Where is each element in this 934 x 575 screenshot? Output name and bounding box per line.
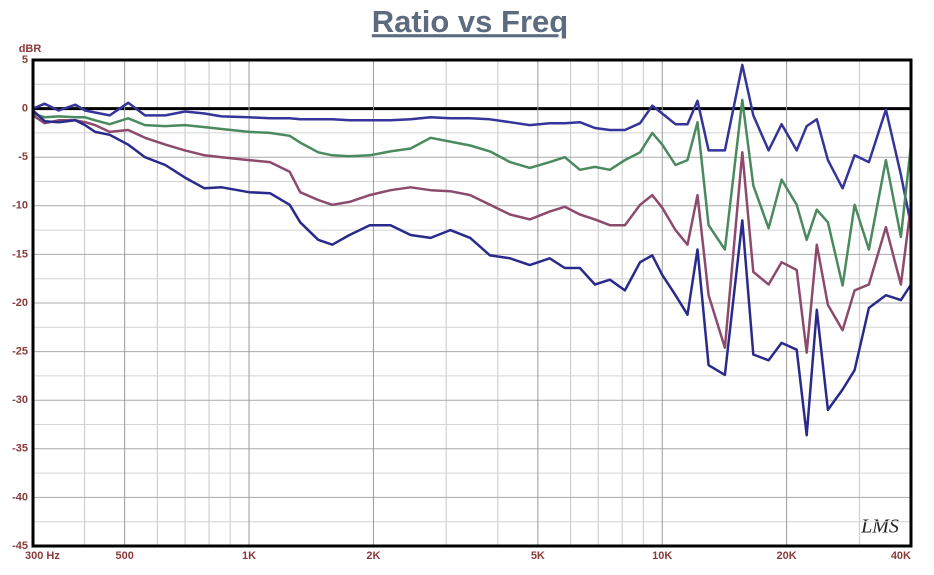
watermark: LMS: [860, 516, 899, 538]
y-tick-label: -40: [12, 491, 28, 503]
y-tick-label: 5: [22, 54, 28, 66]
x-tick-label: 1K: [242, 550, 256, 562]
x-tick-label: 40K: [891, 550, 911, 562]
y-tick-label: -35: [12, 443, 28, 455]
y-tick-label: -5: [18, 151, 28, 163]
series-line: [32, 109, 913, 437]
series-line: [32, 63, 913, 226]
y-tick-label: 0: [22, 103, 28, 115]
series-line: [32, 98, 913, 287]
y-tick-label: -15: [12, 248, 28, 260]
y-tick-label: -10: [12, 200, 28, 212]
y-tick-label: -30: [12, 394, 28, 406]
x-tick-label: 300 Hz: [25, 550, 60, 562]
y-tick-label: -45: [12, 540, 28, 552]
chart-title: Ratio vs Freq: [372, 4, 568, 39]
y-axis-label: dBR: [19, 43, 42, 55]
x-tick-label: 20K: [777, 550, 797, 562]
x-tick-label: 500: [115, 550, 133, 562]
plot-frame: [31, 58, 913, 548]
y-tick-label: -20: [12, 297, 28, 309]
y-tick-label: -25: [12, 346, 28, 358]
x-tick-label: 10K: [652, 550, 672, 562]
series-line: [32, 114, 913, 354]
x-tick-label: 5K: [531, 550, 545, 562]
x-tick-label: 2K: [366, 550, 380, 562]
